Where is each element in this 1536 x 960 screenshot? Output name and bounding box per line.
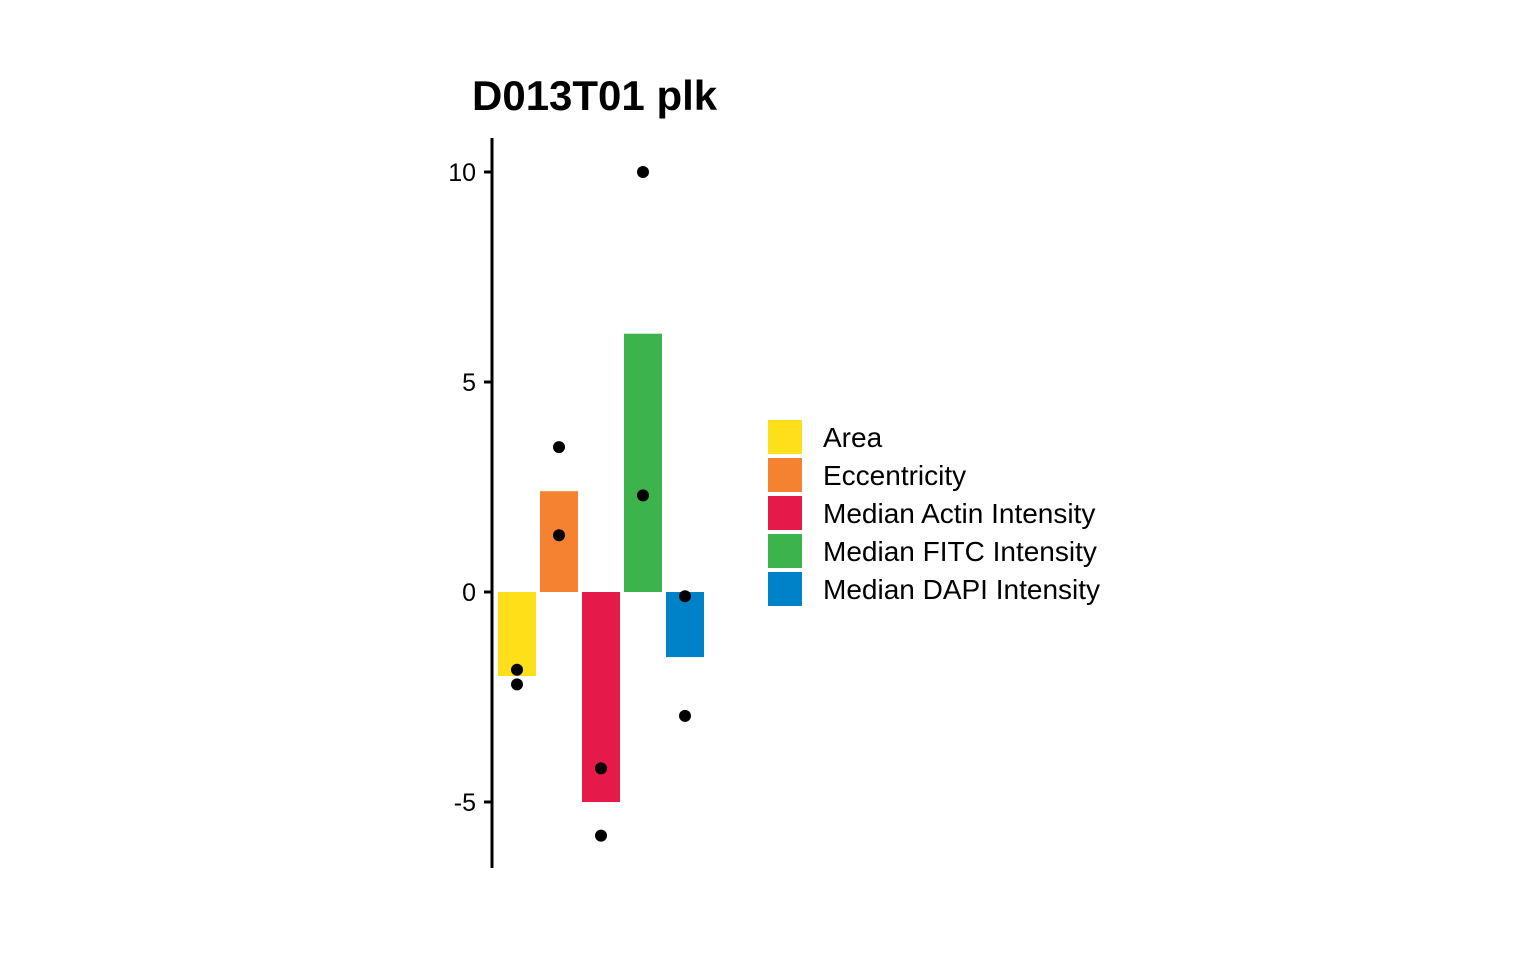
point-median-dapi-intensity-2 (679, 709, 691, 722)
legend-swatch-median-actin-intensity (768, 496, 802, 530)
bar-median-dapi-intensity (666, 592, 704, 658)
point-median-dapi-intensity-1 (679, 590, 691, 603)
y-tick-label: -5 (454, 789, 476, 817)
legend-label-area: Area (823, 422, 883, 453)
y-tick-label: 0 (462, 579, 476, 607)
legend-swatch-eccentricity (768, 458, 802, 492)
point-median-actin-intensity-1 (595, 762, 607, 775)
point-median-fitc-intensity-1 (637, 166, 649, 178)
y-tick-label: 10 (448, 159, 476, 187)
legend-label-median-fitc-intensity: Median FITC Intensity (823, 536, 1097, 567)
legend-label-eccentricity: Eccentricity (823, 460, 966, 491)
bars-group (498, 333, 704, 802)
legend-swatch-median-fitc-intensity (768, 534, 802, 568)
legend-swatch-median-dapi-intensity (768, 572, 802, 606)
point-eccentricity-1 (553, 441, 565, 454)
legend-swatch-area (768, 420, 802, 454)
chart-title: D013T01 plk (472, 72, 718, 119)
point-median-fitc-intensity-2 (637, 489, 649, 502)
point-area-2 (511, 678, 523, 691)
legend-label-median-actin-intensity: Median Actin Intensity (823, 498, 1095, 529)
y-tick-label: 5 (462, 369, 476, 397)
bar-median-fitc-intensity (624, 333, 662, 592)
point-median-actin-intensity-2 (595, 829, 607, 842)
bar-eccentricity (540, 491, 578, 592)
points-group (511, 166, 691, 842)
legend: Area Eccentricity Median Actin Intensity Me… (768, 420, 1100, 606)
point-area-1 (511, 663, 523, 676)
point-eccentricity-2 (553, 529, 565, 542)
bar-area (498, 592, 536, 676)
y-axis-ticks: 10 5 0 -5 (448, 159, 492, 817)
legend-label-median-dapi-intensity: Median DAPI Intensity (823, 574, 1100, 605)
